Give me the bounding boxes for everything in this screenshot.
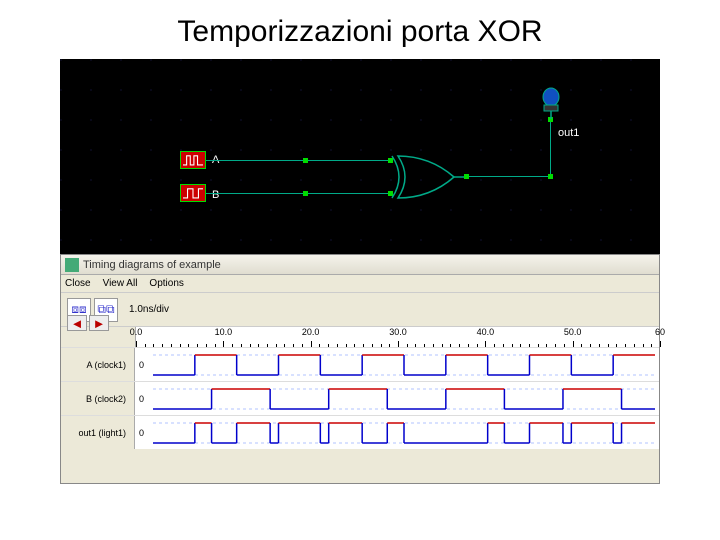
wire-node [303, 191, 308, 196]
led-output [540, 87, 562, 119]
waveform [153, 352, 655, 377]
wire-node [464, 174, 469, 179]
window-icon [65, 258, 79, 272]
circuit-canvas: A B [60, 59, 660, 254]
wire [206, 160, 390, 161]
nav-left-button[interactable]: ◄ [67, 315, 87, 331]
nav-right-button[interactable]: ► [89, 315, 109, 331]
ruler-label: 30.0 [389, 327, 407, 337]
timing-titlebar: Timing diagrams of example [61, 255, 659, 275]
scale-label: 1.0ns/div [129, 304, 169, 315]
content-area: A B [60, 59, 660, 254]
ruler-label: 10.0 [215, 327, 233, 337]
nav-buttons: ◄ ► [67, 315, 111, 331]
timing-menubar: Close View All Options [61, 275, 659, 293]
wire [466, 176, 550, 177]
menu-viewall[interactable]: View All [103, 278, 138, 289]
ruler-label: 20.0 [302, 327, 320, 337]
signal-row: B (clock2) 0 [61, 381, 659, 415]
ruler-label: 0.0 [130, 327, 143, 337]
signal-value: 0 [139, 360, 144, 370]
circuit-grid [60, 59, 660, 254]
menu-options[interactable]: Options [149, 278, 183, 289]
waveform [153, 386, 655, 411]
ruler-label: 60 [655, 327, 665, 337]
label-out: out1 [558, 127, 579, 139]
wire-node [303, 158, 308, 163]
time-ruler: 0.010.020.030.040.050.060 [135, 327, 659, 347]
wire-node [548, 174, 553, 179]
timing-title-text: Timing diagrams of example [83, 259, 221, 271]
signal-plot: 0 [135, 416, 659, 449]
ruler-label: 40.0 [477, 327, 495, 337]
signal-value: 0 [139, 428, 144, 438]
signal-row: out1 (light1) 0 [61, 415, 659, 449]
xor-gate [390, 154, 468, 200]
clock-source-a [180, 151, 206, 169]
clock-source-b [180, 184, 206, 202]
ruler-label: 50.0 [564, 327, 582, 337]
signal-label: out1 (light1) [61, 416, 135, 449]
label-b: B [212, 189, 219, 201]
menu-close[interactable]: Close [65, 278, 91, 289]
signal-label: B (clock2) [61, 382, 135, 415]
signal-value: 0 [139, 394, 144, 404]
signal-row: A (clock1) 0 [61, 347, 659, 381]
wire [206, 193, 390, 194]
waveform [153, 420, 655, 445]
signal-plot: 0 [135, 348, 659, 381]
signals-area: A (clock1) 0 B (clock2) 0 out1 (light1) 0 [61, 347, 659, 449]
wire [550, 119, 551, 177]
timing-window: Timing diagrams of example Close View Al… [60, 254, 660, 484]
signal-plot: 0 [135, 382, 659, 415]
page-title: Temporizzazioni porta XOR [0, 0, 720, 59]
timing-toolbar: ⧈⧈ ⧉⧉ 1.0ns/div [61, 293, 659, 327]
signal-label: A (clock1) [61, 348, 135, 381]
